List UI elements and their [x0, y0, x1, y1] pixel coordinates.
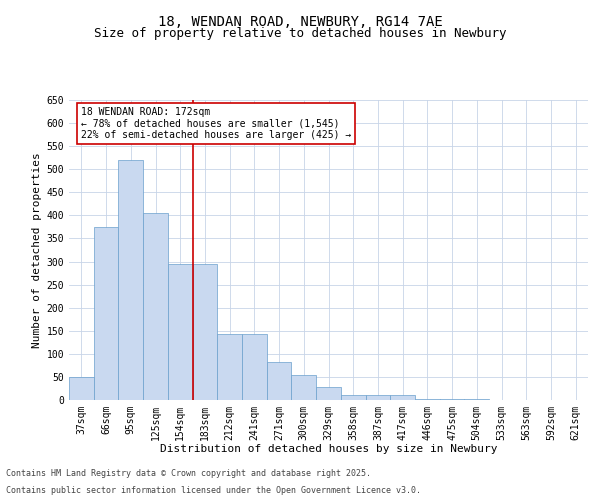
Bar: [193, 264, 217, 400]
Bar: [464, 398, 489, 400]
Bar: [168, 264, 193, 400]
Bar: [94, 227, 118, 400]
Bar: [316, 387, 341, 400]
X-axis label: Distribution of detached houses by size in Newbury: Distribution of detached houses by size …: [160, 444, 497, 454]
Bar: [440, 399, 464, 400]
Text: Size of property relative to detached houses in Newbury: Size of property relative to detached ho…: [94, 28, 506, 40]
Bar: [390, 396, 415, 400]
Bar: [292, 374, 316, 400]
Bar: [365, 396, 390, 400]
Bar: [415, 399, 440, 400]
Bar: [143, 213, 168, 400]
Text: Contains HM Land Registry data © Crown copyright and database right 2025.: Contains HM Land Registry data © Crown c…: [6, 468, 371, 477]
Text: 18, WENDAN ROAD, NEWBURY, RG14 7AE: 18, WENDAN ROAD, NEWBURY, RG14 7AE: [158, 15, 442, 29]
Text: 18 WENDAN ROAD: 172sqm
← 78% of detached houses are smaller (1,545)
22% of semi-: 18 WENDAN ROAD: 172sqm ← 78% of detached…: [82, 107, 352, 140]
Bar: [267, 362, 292, 400]
Bar: [341, 396, 365, 400]
Y-axis label: Number of detached properties: Number of detached properties: [32, 152, 43, 348]
Bar: [217, 334, 242, 400]
Text: Contains public sector information licensed under the Open Government Licence v3: Contains public sector information licen…: [6, 486, 421, 495]
Bar: [242, 334, 267, 400]
Bar: [118, 160, 143, 400]
Bar: [69, 377, 94, 400]
